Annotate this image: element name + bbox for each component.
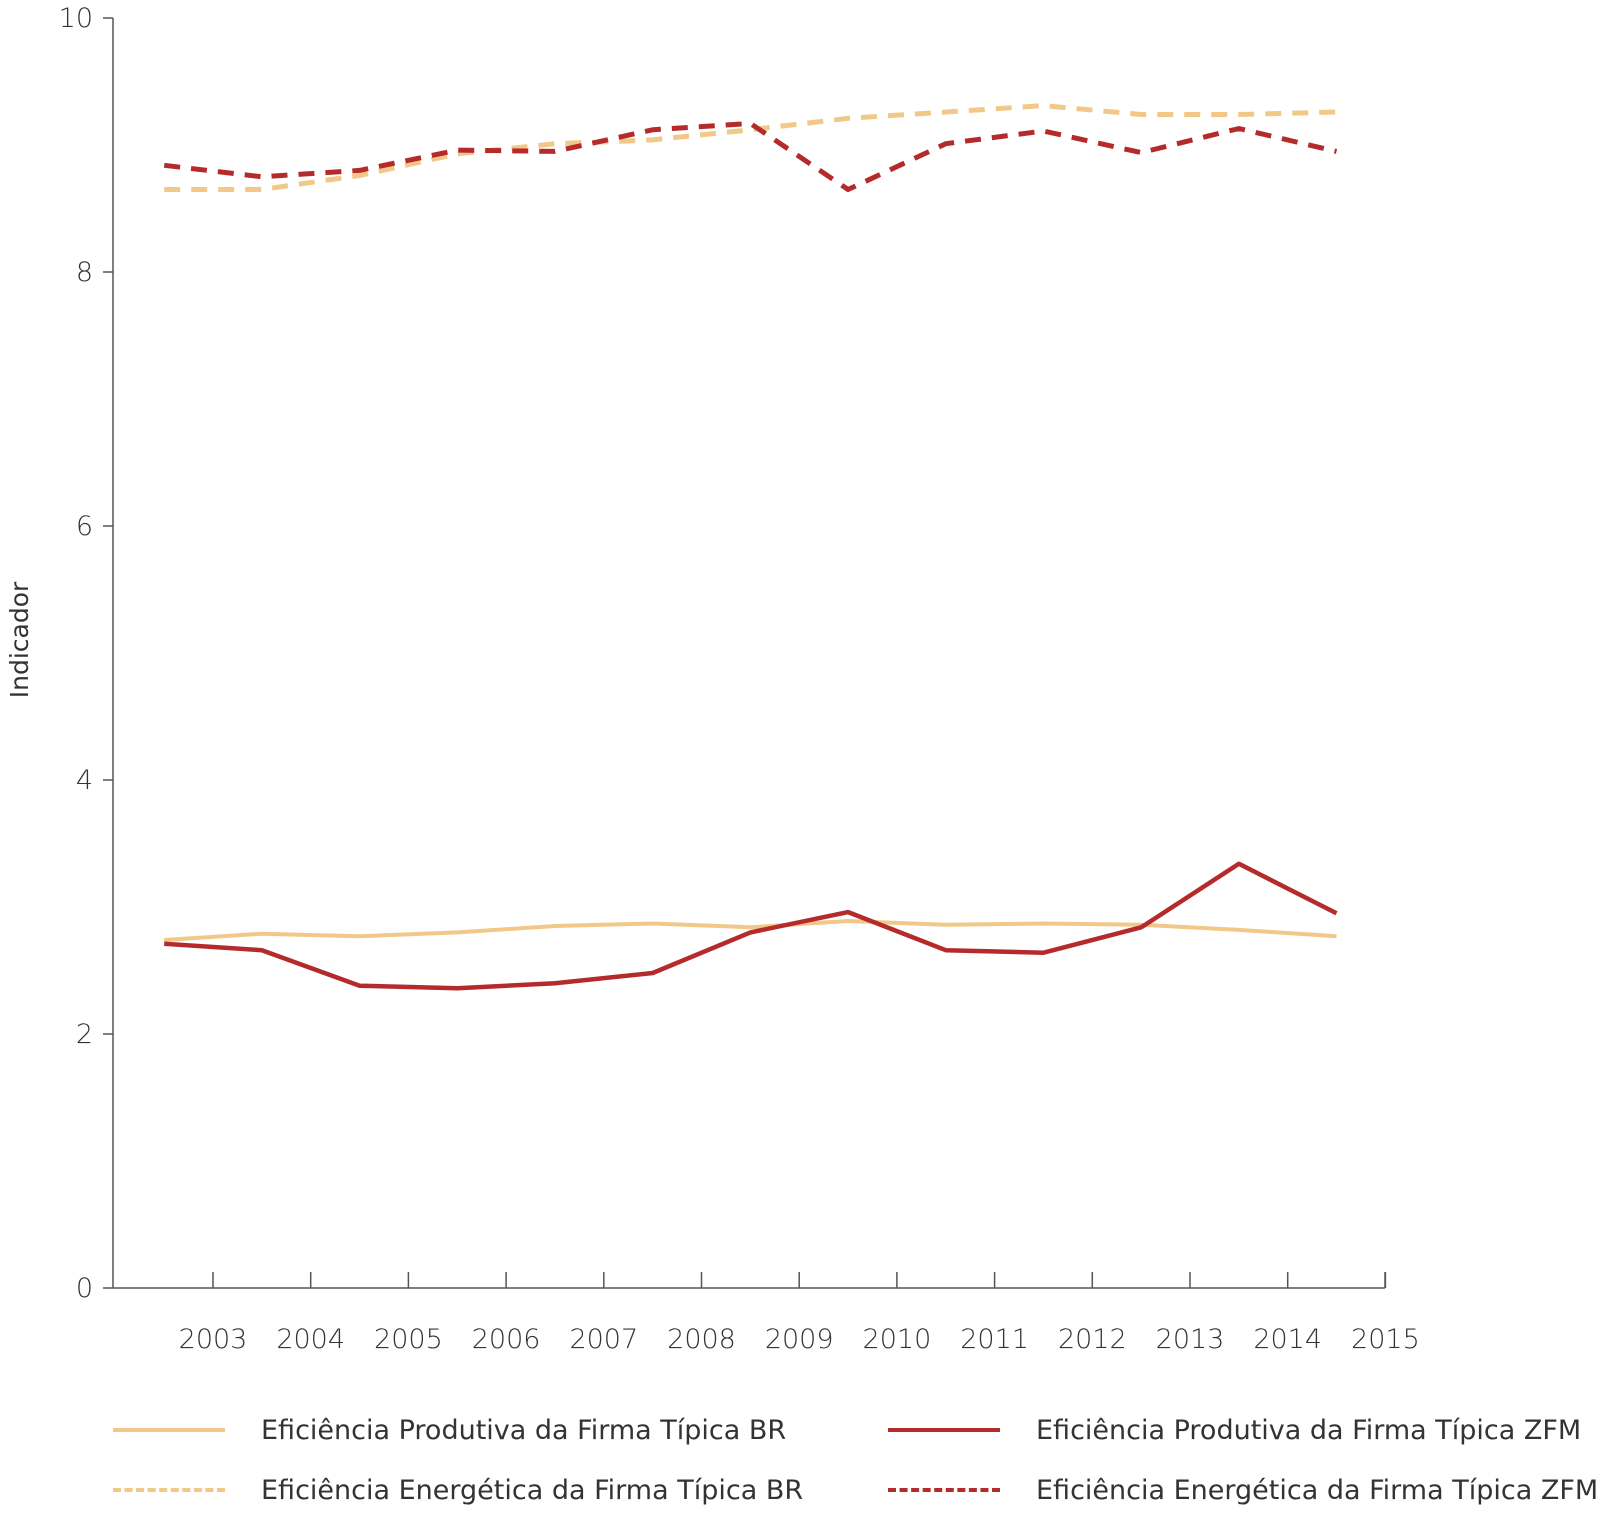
- series-layer: [163, 103, 1338, 991]
- axes: [112, 18, 1385, 1289]
- y-tick-label-8: 8: [76, 257, 93, 288]
- legend-item-produtiva-zfm: Eficiência Produtiva da Firma Típica ZFM: [888, 1410, 1581, 1450]
- x-tick-label-2014: 2014: [1253, 1324, 1322, 1355]
- legend-swatch-energetica-br: [113, 1488, 225, 1492]
- x-tick-label-2015: 2015: [1351, 1324, 1420, 1355]
- legend-item-energetica-br: Eficiência Energética da Firma Típica BR: [113, 1470, 803, 1510]
- x-tick-label-2008: 2008: [667, 1324, 736, 1355]
- x-tick-label-2007: 2007: [569, 1324, 638, 1355]
- y-tick-label-2: 2: [76, 1019, 93, 1050]
- legend-label-energetica-zfm: Eficiência Energética da Firma Típica ZF…: [1036, 1474, 1599, 1506]
- legend-item-produtiva-br: Eficiência Produtiva da Firma Típica BR: [113, 1410, 786, 1450]
- line-chart: 0 2 4 6 8 10 2003 2004 2005 2006 2007 2008 2009 2010…: [5, 3, 1420, 1355]
- series-line-3: [163, 120, 1338, 192]
- x-tick-label-2013: 2013: [1156, 1324, 1225, 1355]
- x-axis-ticks: 2003 2004 2005 2006 2007 2008 2009 2010 2011 2012…: [179, 1272, 1420, 1355]
- y-tick-label-0: 0: [76, 1273, 93, 1304]
- x-tick-label-2005: 2005: [374, 1324, 443, 1355]
- legend-label-energetica-br: Eficiência Energética da Firma Típica BR: [261, 1474, 804, 1506]
- y-axis-title: Indicador: [5, 581, 34, 698]
- series-line-1: [164, 861, 1338, 991]
- x-tick-label-2011: 2011: [960, 1324, 1029, 1355]
- x-tick-label-2006: 2006: [472, 1324, 541, 1355]
- series-line-2: [164, 103, 1337, 192]
- x-tick-label-2012: 2012: [1058, 1324, 1127, 1355]
- legend-swatch-energetica-zfm: [888, 1488, 1000, 1492]
- y-tick-label-10: 10: [59, 3, 93, 34]
- y-tick-label-4: 4: [76, 765, 93, 796]
- x-tick-label-2010: 2010: [863, 1324, 932, 1355]
- y-tick-label-6: 6: [76, 511, 93, 542]
- legend-label-produtiva-zfm: Eficiência Produtiva da Firma Típica ZFM: [1036, 1414, 1582, 1446]
- legend-label-produtiva-br: Eficiência Produtiva da Firma Típica BR: [261, 1414, 787, 1446]
- legend-swatch-produtiva-br: [113, 1428, 225, 1432]
- x-tick-label-2003: 2003: [179, 1324, 248, 1355]
- x-tick-label-2009: 2009: [765, 1324, 834, 1355]
- legend: Eficiência Produtiva da Firma Típica BR …: [0, 1408, 1603, 1533]
- y-axis-ticks: 0 2 4 6 8 10: [59, 3, 113, 1304]
- legend-swatch-produtiva-zfm: [888, 1428, 1000, 1432]
- legend-item-energetica-zfm: Eficiência Energética da Firma Típica ZF…: [888, 1470, 1598, 1510]
- x-tick-label-2004: 2004: [276, 1324, 345, 1355]
